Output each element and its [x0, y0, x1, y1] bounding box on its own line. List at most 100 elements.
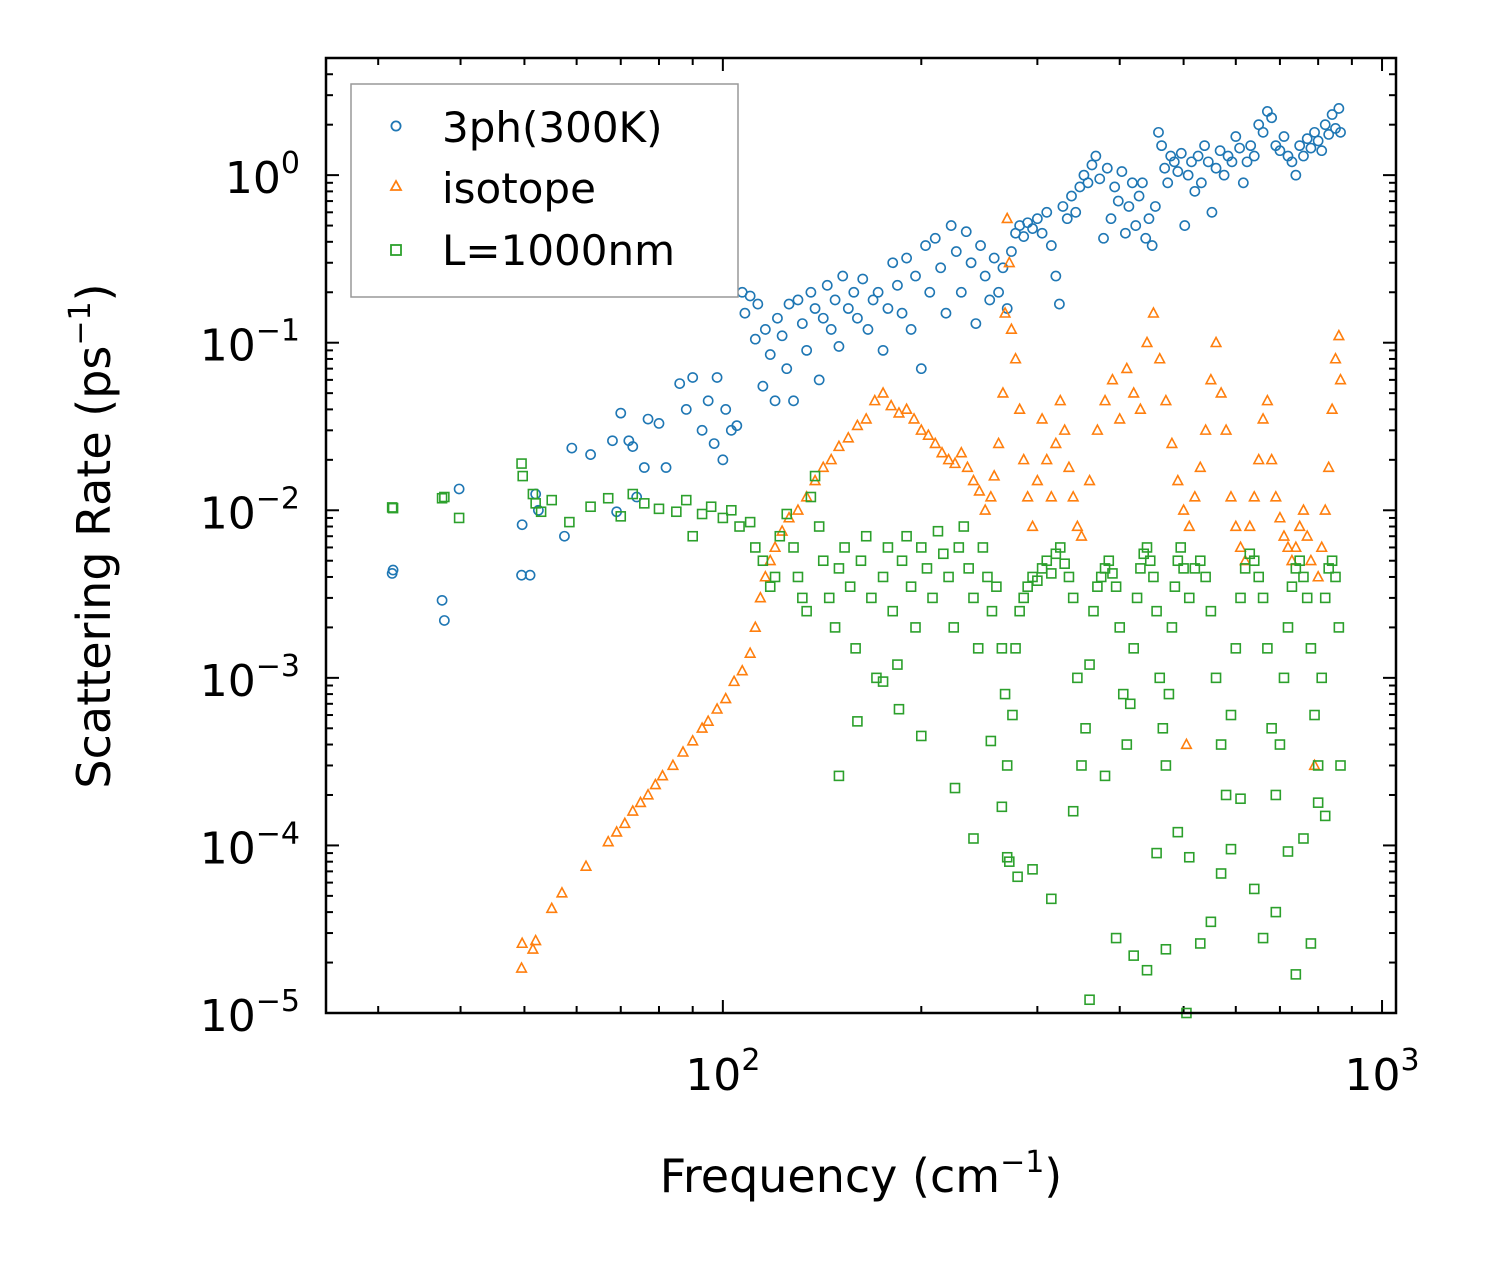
data-point-boundary [996, 801, 1008, 813]
data-point-boundary [1200, 571, 1211, 583]
data-point-boundary [1088, 605, 1099, 617]
data-point-3ph [627, 441, 639, 452]
data-point-isotope [915, 423, 928, 435]
data-point-3ph [887, 257, 899, 269]
data-point-3ph [1323, 129, 1335, 140]
data-point-boundary [1230, 643, 1242, 654]
data-point-3ph [852, 312, 863, 324]
data-point-boundary [1160, 943, 1172, 955]
data-point-isotope [1031, 473, 1044, 486]
data-point-3ph [1130, 220, 1142, 231]
data-point-3ph [837, 270, 849, 282]
data-point-3ph [848, 286, 860, 298]
data-point-boundary [910, 622, 921, 633]
data-point-3ph [1123, 201, 1135, 212]
data-point-isotope [515, 961, 528, 973]
data-point-boundary [1172, 826, 1184, 838]
data-point-3ph [970, 318, 982, 330]
data-point-isotope [1183, 519, 1196, 532]
data-point-boundary [769, 571, 781, 583]
data-point-isotope [666, 758, 680, 771]
data-point-3ph [769, 395, 781, 407]
data-point-3ph [759, 324, 771, 335]
data-point-3ph [1335, 126, 1346, 138]
data-point-boundary [1262, 643, 1273, 654]
data-point-boundary [852, 716, 863, 727]
data-point-boundary [1278, 672, 1290, 684]
data-point-isotope [984, 490, 997, 502]
data-point-boundary [1107, 568, 1118, 579]
data-point-boundary [1178, 563, 1189, 574]
data-point-3ph [1061, 213, 1073, 225]
data-point-3ph [1146, 240, 1158, 251]
data-point-boundary [896, 555, 908, 567]
data-point-3ph [1168, 156, 1180, 168]
data-point-3ph [1082, 177, 1094, 189]
x-tick-label: 103 [1344, 1043, 1419, 1101]
data-point-boundary [915, 542, 927, 553]
data-point-3ph [1286, 156, 1298, 168]
data-point-isotope [702, 714, 715, 726]
data-point-3ph [882, 303, 894, 314]
data-point-boundary [1084, 659, 1095, 670]
data-point-isotope [1140, 335, 1154, 348]
data-point-isotope [1334, 372, 1347, 385]
data-point-boundary [1210, 672, 1222, 684]
data-point-3ph [1006, 246, 1017, 257]
data-point-3ph [680, 403, 692, 415]
data-point-boundary [1046, 568, 1057, 579]
data-point-3ph [739, 307, 751, 319]
data-point-3ph [1027, 223, 1038, 234]
data-point-isotope [1224, 490, 1238, 502]
data-point-boundary [938, 548, 949, 560]
data-point-isotope [942, 452, 955, 465]
data-point-3ph [1149, 201, 1161, 212]
data-point-boundary [1163, 688, 1175, 700]
legend-label-boundary: L=1000nm [442, 226, 675, 275]
data-point-boundary [1063, 571, 1075, 583]
data-point-3ph [1018, 231, 1030, 242]
y-axis-label: Scattering Rate (ps−1) [63, 283, 121, 788]
data-point-isotope [618, 816, 631, 829]
data-point-boundary [530, 498, 541, 509]
data-point-3ph [1214, 145, 1226, 157]
data-point-boundary [1141, 964, 1153, 976]
data-point-3ph [781, 363, 793, 375]
data-point-isotope [634, 795, 647, 808]
data-point-boundary [1010, 643, 1021, 654]
data-point-boundary [1138, 548, 1150, 560]
data-point-isotope [1120, 361, 1133, 374]
data-point-boundary [1183, 851, 1195, 863]
data-point-boundary [915, 730, 927, 742]
data-point-3ph [1112, 195, 1124, 207]
data-point-3ph [1133, 190, 1145, 202]
data-point-isotope [1075, 529, 1088, 541]
data-point-boundary [1124, 698, 1136, 710]
data-point-boundary [1305, 938, 1317, 949]
data-point-3ph [516, 519, 528, 531]
data-point-boundary [705, 501, 717, 513]
data-point-boundary [387, 502, 399, 514]
data-point-3ph [867, 294, 879, 306]
data-point-3ph [1090, 150, 1102, 162]
data-point-3ph [1140, 232, 1152, 244]
data-point-isotope [1001, 211, 1014, 224]
data-point-boundary [982, 571, 993, 583]
data-point-3ph [935, 262, 947, 274]
data-point-boundary [1059, 558, 1070, 569]
data-point-boundary [839, 542, 850, 553]
data-point-isotope [1049, 436, 1062, 449]
data-point-boundary [680, 494, 692, 506]
data-point-boundary [615, 511, 627, 522]
data-point-isotope [1273, 511, 1287, 523]
data-point-isotope [529, 933, 542, 946]
data-point-isotope [1332, 328, 1345, 341]
data-point-isotope [929, 436, 942, 449]
data-point-3ph [829, 294, 841, 306]
data-point-isotope [1261, 393, 1274, 406]
data-point-isotope [727, 674, 741, 687]
data-point-isotope [1281, 540, 1295, 553]
data-point-3ph [1159, 162, 1171, 174]
data-point-isotope [1159, 393, 1173, 406]
